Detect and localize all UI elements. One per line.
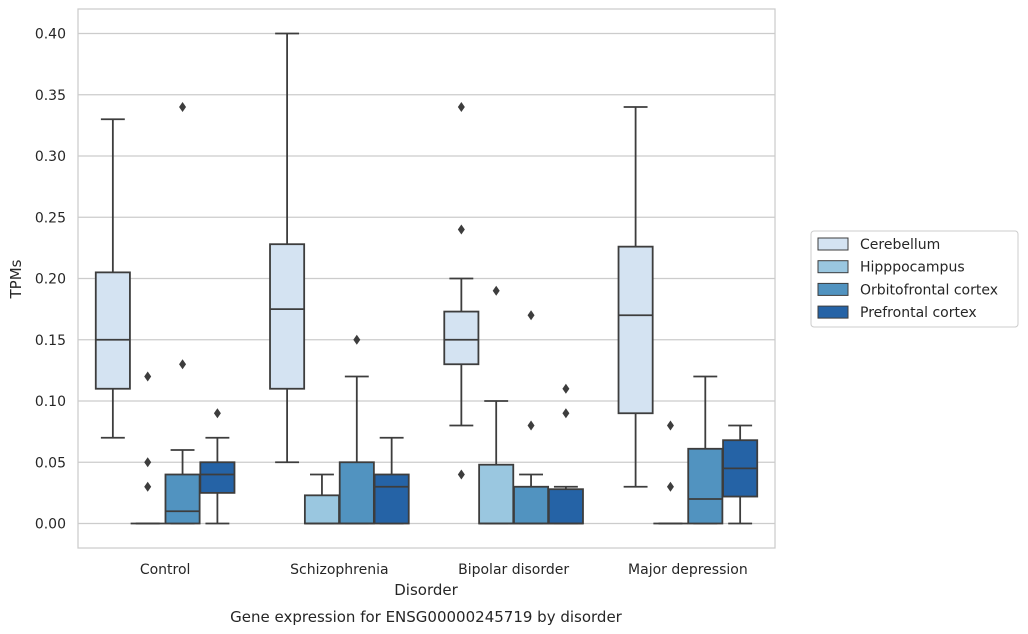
box-cerebellum bbox=[617, 106, 654, 488]
box-prefrontal-cortex bbox=[373, 436, 410, 525]
outlier-point bbox=[213, 408, 221, 419]
outlier-point bbox=[562, 408, 570, 419]
box-orbitofrontal-cortex bbox=[338, 334, 375, 525]
legend-label: Orbitofrontal cortex bbox=[860, 282, 998, 298]
legend-frame bbox=[810, 230, 1019, 328]
box-orbitofrontal-cortex bbox=[513, 310, 550, 525]
box-iqr bbox=[513, 485, 550, 525]
box-hipppocampus bbox=[653, 420, 688, 525]
legend-label: Cerebellum bbox=[860, 237, 940, 253]
y-tick-label: 0.30 bbox=[35, 149, 66, 165]
y-tick-label: 0.20 bbox=[35, 272, 66, 288]
legend-swatch bbox=[817, 260, 849, 274]
outlier-point bbox=[457, 469, 465, 480]
box-iqr bbox=[303, 494, 340, 525]
box-hipppocampus bbox=[130, 371, 165, 525]
x-tick-labels: Control Schizophrenia Bipolar disorder Majo… bbox=[140, 562, 748, 578]
box-iqr bbox=[687, 447, 724, 525]
x-axis-label: Disorder bbox=[394, 581, 458, 599]
box-prefrontal-cortex bbox=[547, 383, 584, 525]
legend-items: Cerebellum Hipppocampus Orbitofrontal cort… bbox=[817, 237, 998, 321]
box-iqr bbox=[617, 245, 654, 415]
x-tick-label: Major depression bbox=[628, 562, 748, 578]
outlier-point bbox=[666, 420, 674, 431]
box-iqr bbox=[443, 310, 480, 366]
y-axis-label: TPMs bbox=[7, 259, 25, 299]
legend-swatch bbox=[817, 237, 849, 251]
legend: Cerebellum Hipppocampus Orbitofrontal cort… bbox=[810, 230, 1019, 328]
box-iqr bbox=[94, 271, 131, 390]
x-tick-label: Control bbox=[140, 562, 191, 578]
legend-label: Hipppocampus bbox=[860, 260, 965, 276]
outlier-point bbox=[666, 481, 674, 492]
y-tick-label: 0.15 bbox=[35, 333, 66, 349]
outlier-point bbox=[144, 457, 152, 468]
outlier-point bbox=[144, 371, 152, 382]
y-tick-label: 0.05 bbox=[35, 455, 66, 471]
y-tick-label: 0.35 bbox=[35, 88, 66, 104]
box-iqr bbox=[199, 461, 236, 494]
box-prefrontal-cortex bbox=[199, 408, 236, 525]
legend-swatch bbox=[817, 282, 849, 296]
plot-frame bbox=[77, 8, 776, 549]
y-tick-label: 0.25 bbox=[35, 210, 66, 226]
box-cerebellum bbox=[269, 32, 306, 464]
box-prefrontal-cortex bbox=[722, 424, 759, 525]
outlier-point bbox=[457, 102, 465, 112]
y-tick-label: 0.10 bbox=[35, 394, 66, 410]
box-iqr bbox=[478, 463, 515, 525]
box-iqr bbox=[338, 461, 375, 525]
outlier-point bbox=[457, 224, 465, 235]
outlier-point bbox=[144, 481, 152, 492]
outlier-point bbox=[492, 285, 500, 296]
box-iqr bbox=[269, 243, 306, 390]
box-iqr bbox=[373, 473, 410, 525]
outlier-point bbox=[562, 383, 570, 394]
outlier-point bbox=[179, 102, 187, 112]
legend-swatch bbox=[817, 305, 849, 319]
x-tick-label: Bipolar disorder bbox=[458, 562, 569, 578]
box-iqr bbox=[547, 488, 584, 525]
y-tick-label: 0.40 bbox=[35, 27, 66, 43]
outlier-point bbox=[353, 334, 361, 345]
box-iqr bbox=[164, 473, 201, 525]
legend-label: Prefrontal cortex bbox=[860, 305, 977, 321]
outlier-point bbox=[179, 359, 187, 370]
box-orbitofrontal-cortex bbox=[164, 102, 201, 525]
outlier-point bbox=[527, 310, 535, 321]
box-cerebellum bbox=[443, 102, 480, 480]
box-series bbox=[94, 32, 759, 525]
box-cerebellum bbox=[94, 118, 131, 439]
y-tick-labels: 0.00 0.05 0.10 0.15 0.20 0.25 0.30 0.35 0.40 bbox=[35, 27, 66, 533]
y-tick-label: 0.00 bbox=[35, 517, 66, 533]
x-tick-label: Schizophrenia bbox=[290, 562, 388, 578]
outlier-point bbox=[527, 420, 535, 431]
chart-title: Gene expression for ENSG00000245719 by d… bbox=[230, 608, 623, 626]
